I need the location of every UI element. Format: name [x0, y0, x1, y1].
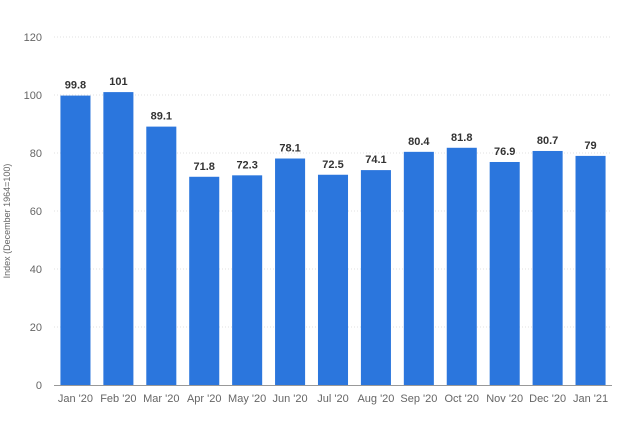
bar-value-label: 72.3 [236, 159, 257, 171]
bar[interactable] [275, 158, 306, 385]
y-tick-label: 20 [30, 322, 42, 334]
bars [60, 92, 606, 386]
y-tick-label: 40 [30, 264, 42, 276]
bar[interactable] [317, 174, 349, 385]
bar-value-label: 101 [109, 76, 127, 88]
x-tick-label: Jul '20 [317, 393, 348, 405]
bar-value-label: 74.1 [365, 154, 386, 166]
bar-value-label: 78.1 [279, 143, 300, 155]
bar[interactable] [575, 155, 606, 385]
x-tick-label: Aug '20 [357, 393, 394, 405]
bar-value-label: 76.9 [494, 146, 515, 158]
x-tick-label: Mar '20 [143, 393, 179, 405]
x-tick-label: Jan '21 [573, 393, 608, 405]
bar-value-label: 80.7 [537, 135, 558, 147]
x-tick-label: Dec '20 [529, 393, 566, 405]
x-tick-label: Feb '20 [100, 393, 136, 405]
x-tick-label: Apr '20 [187, 393, 222, 405]
x-axis-ticks: Jan '20 Feb '20 Mar '20 Apr '20 May '20 Jun '… [58, 393, 608, 405]
y-tick-label: 0 [36, 380, 42, 392]
bar[interactable] [146, 126, 177, 386]
y-axis-title: Index (December 1964=100) [2, 164, 12, 279]
bar[interactable] [103, 92, 134, 385]
bar[interactable] [232, 175, 263, 385]
y-axis-ticks: 0 20 40 60 80 100 120 [24, 32, 42, 392]
bar-value-label: 79 [584, 140, 596, 152]
x-tick-label: Jun '20 [273, 393, 308, 405]
bar-value-label: 80.4 [408, 136, 430, 148]
bar[interactable] [532, 150, 563, 385]
bar[interactable] [403, 151, 434, 385]
y-tick-label: 80 [30, 148, 42, 160]
bar-value-label: 99.8 [65, 80, 86, 92]
bar[interactable] [446, 147, 477, 385]
bar[interactable] [189, 176, 220, 385]
x-tick-label: May '20 [228, 393, 266, 405]
bar[interactable] [489, 161, 520, 385]
bar-value-label: 72.5 [322, 159, 343, 171]
x-tick-label: Jan '20 [58, 393, 93, 405]
x-tick-label: Sep '20 [400, 393, 437, 405]
bar-value-labels: 99.8 101 89.1 71.8 72.3 78.1 72.5 74.1 80.4 81.8 7… [65, 76, 597, 173]
y-tick-label: 100 [24, 90, 42, 102]
bar[interactable] [60, 95, 91, 385]
bar-value-label: 71.8 [194, 161, 215, 173]
y-tick-label: 60 [30, 206, 42, 218]
bar-value-label: 89.1 [151, 111, 172, 123]
bar[interactable] [360, 170, 391, 385]
bar-value-label: 81.8 [451, 132, 472, 144]
x-tick-label: Nov '20 [486, 393, 523, 405]
x-tick-label: Oct '20 [445, 393, 480, 405]
y-tick-label: 120 [24, 32, 42, 44]
